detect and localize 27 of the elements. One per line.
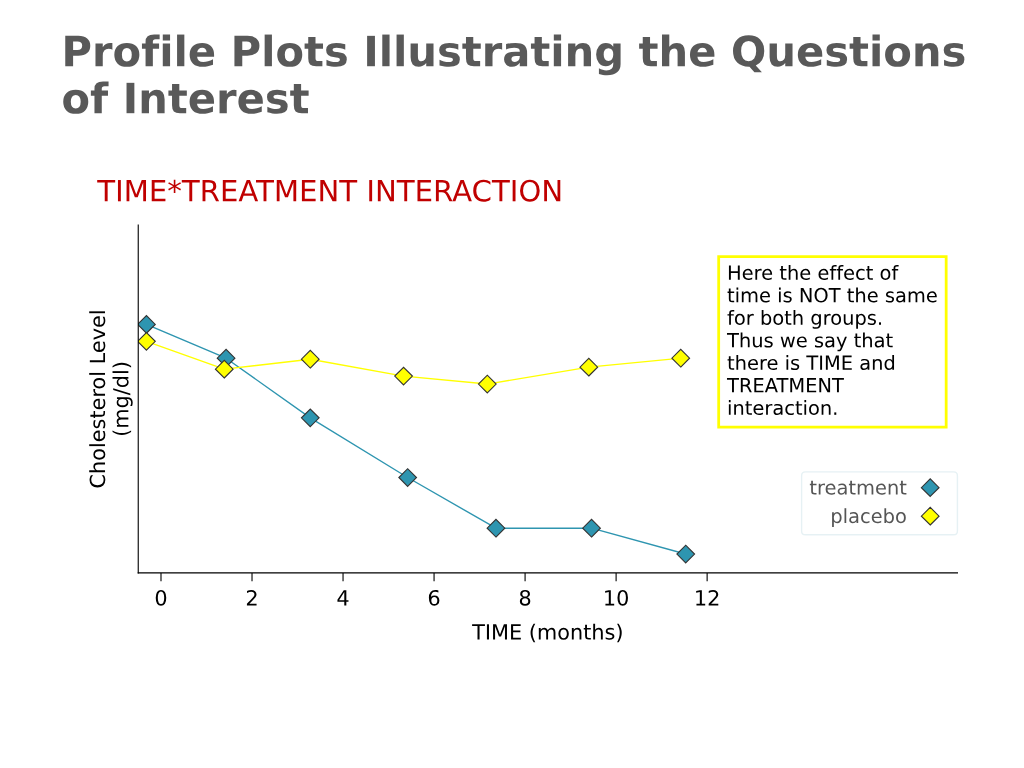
point	[138, 315, 156, 334]
point	[138, 331, 156, 351]
x-tick-label: 10	[605, 589, 628, 606]
chart-subtitle: TIME*TREATMENT INTERACTION	[97, 179, 561, 202]
x-tick-label: 6	[428, 589, 440, 606]
x-tick-label: 12	[696, 589, 719, 606]
point	[486, 518, 506, 538]
annotation: Here the effect of time is NOT the same for both groups. Thus we say that there is TIME and TREATMENT interaction.	[726, 264, 937, 416]
legend-label: treatment	[809, 480, 907, 495]
y-axis-title: Cholesterol Level (mg/dl)	[89, 311, 133, 488]
point	[300, 349, 320, 369]
chart-title: Profile Plots Illustrating the Questions of Interest	[63, 34, 965, 114]
legend-label: placebo	[832, 508, 906, 528]
x-tick-label: 2	[246, 589, 257, 606]
x-tick-label: 8	[519, 589, 531, 606]
point	[394, 366, 413, 386]
point	[477, 374, 497, 394]
point	[582, 518, 601, 538]
point	[676, 544, 696, 564]
point	[398, 468, 418, 487]
x-tick-label: 4	[337, 590, 349, 606]
point	[579, 357, 599, 377]
x-tick-label: 0	[155, 589, 167, 606]
point	[214, 359, 234, 379]
point	[671, 348, 691, 368]
x-axis-title: TIME (months)	[472, 623, 622, 643]
point	[300, 408, 320, 428]
